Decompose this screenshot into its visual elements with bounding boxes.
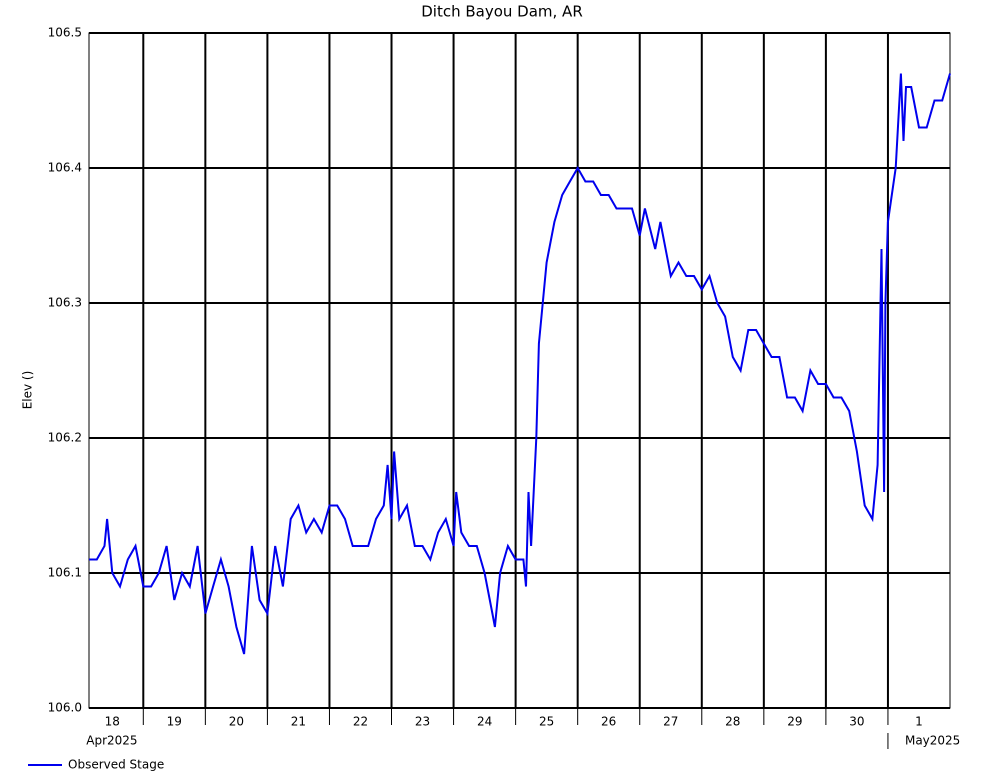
chart-title: Ditch Bayou Dam, AR xyxy=(421,3,583,21)
x-tick-label: 28 xyxy=(725,715,740,729)
data-line xyxy=(89,73,951,655)
y-tick-label: 106.2 xyxy=(48,431,82,445)
y-tick-label: 106.3 xyxy=(48,296,82,310)
x-tick-label: 27 xyxy=(663,715,678,729)
x-tick-label: 25 xyxy=(539,715,554,729)
x-tick-label: 24 xyxy=(477,715,492,729)
x-tick-label: 19 xyxy=(167,715,182,729)
y-tick-label: 106.1 xyxy=(48,566,82,580)
month-label: Apr2025 xyxy=(86,734,137,748)
y-tick-label: 106.0 xyxy=(48,701,82,715)
x-tick-label: 23 xyxy=(415,715,430,729)
x-tick-label: 30 xyxy=(849,715,864,729)
y-tick-label: 106.4 xyxy=(48,161,82,175)
x-tick-label: 18 xyxy=(105,715,120,729)
x-tick-label: 21 xyxy=(291,715,306,729)
legend-label: Observed Stage xyxy=(68,758,164,772)
y-tick-label: 106.5 xyxy=(48,26,82,40)
x-tick-label: 22 xyxy=(353,715,368,729)
x-tick-label: 29 xyxy=(787,715,802,729)
month-label: May2025 xyxy=(905,734,960,748)
y-axis-label: Elev () xyxy=(21,371,35,410)
x-tick-label: 20 xyxy=(229,715,244,729)
x-tick-label: 26 xyxy=(601,715,616,729)
plot-frame xyxy=(88,32,951,709)
x-tick-label: 1 xyxy=(915,715,923,729)
